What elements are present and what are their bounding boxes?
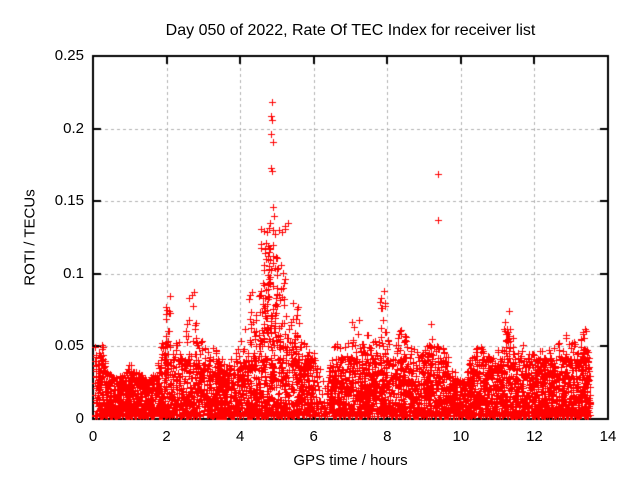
x-tick-label: 14 — [599, 428, 617, 445]
x-tick-label: 0 — [88, 428, 98, 445]
x-tick-label: 6 — [309, 428, 318, 445]
y-tick-label: 0.2 — [63, 119, 84, 137]
y-tick-label: 0 — [75, 410, 84, 427]
x-tick-label: 12 — [526, 428, 543, 445]
x-tick-label: 4 — [235, 428, 245, 445]
chart-title: Day 050 of 2022, Rate Of TEC Index for r… — [165, 22, 536, 39]
y-axis-label: ROTI / TECUs — [21, 189, 39, 286]
x-tick-label: 8 — [383, 428, 392, 445]
y-tick-label: 0.15 — [54, 192, 84, 210]
x-axis-label: GPS time / hours — [293, 452, 408, 469]
x-tick-label: 2 — [162, 428, 171, 445]
y-tick-label: 0.1 — [63, 264, 84, 282]
y-tick-label: 0.05 — [54, 337, 84, 355]
x-tick-label: 10 — [452, 428, 470, 445]
y-tick-label: 0.25 — [54, 47, 84, 64]
